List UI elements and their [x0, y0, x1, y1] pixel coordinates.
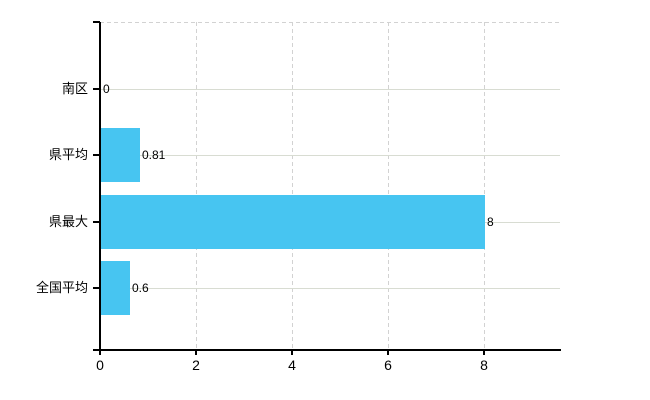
category-gridline [100, 89, 560, 90]
x-tick-label: 6 [384, 357, 392, 373]
x-axis-tick [291, 350, 293, 355]
category-label: 南区 [61, 81, 88, 96]
category-gridline [100, 155, 560, 156]
bar-value-label: 8 [487, 215, 494, 229]
x-gridline [388, 22, 389, 350]
category-label: 県最大 [48, 214, 88, 229]
x-gridline [196, 22, 197, 350]
x-axis-tick [387, 350, 389, 355]
x-tick-label: 4 [288, 357, 296, 373]
x-tick-label: 0 [96, 357, 104, 373]
category-label: 県平均 [48, 147, 88, 162]
x-tick-label: 2 [192, 357, 200, 373]
bar-value-label: 0 [103, 82, 110, 96]
bar [101, 195, 485, 249]
y-axis-line [99, 22, 101, 354]
y-axis-tick [93, 154, 100, 156]
category-label: 全国平均 [35, 280, 88, 295]
y-axis-tick [93, 221, 100, 223]
x-axis-tick [483, 350, 485, 355]
category-gridline [100, 288, 560, 289]
bar-value-label: 0.81 [142, 148, 166, 162]
y-axis-tick [93, 287, 100, 289]
y-axis-tick [93, 88, 100, 90]
plot-top-gridline [100, 22, 560, 23]
x-gridline [484, 22, 485, 350]
x-gridline [292, 22, 293, 350]
y-axis-top-tick [93, 21, 100, 23]
bar [101, 128, 140, 182]
x-axis-line [93, 349, 561, 351]
bar-value-label: 0.6 [132, 281, 149, 295]
x-axis-tick [195, 350, 197, 355]
x-tick-label: 8 [480, 357, 488, 373]
bar [101, 261, 130, 315]
